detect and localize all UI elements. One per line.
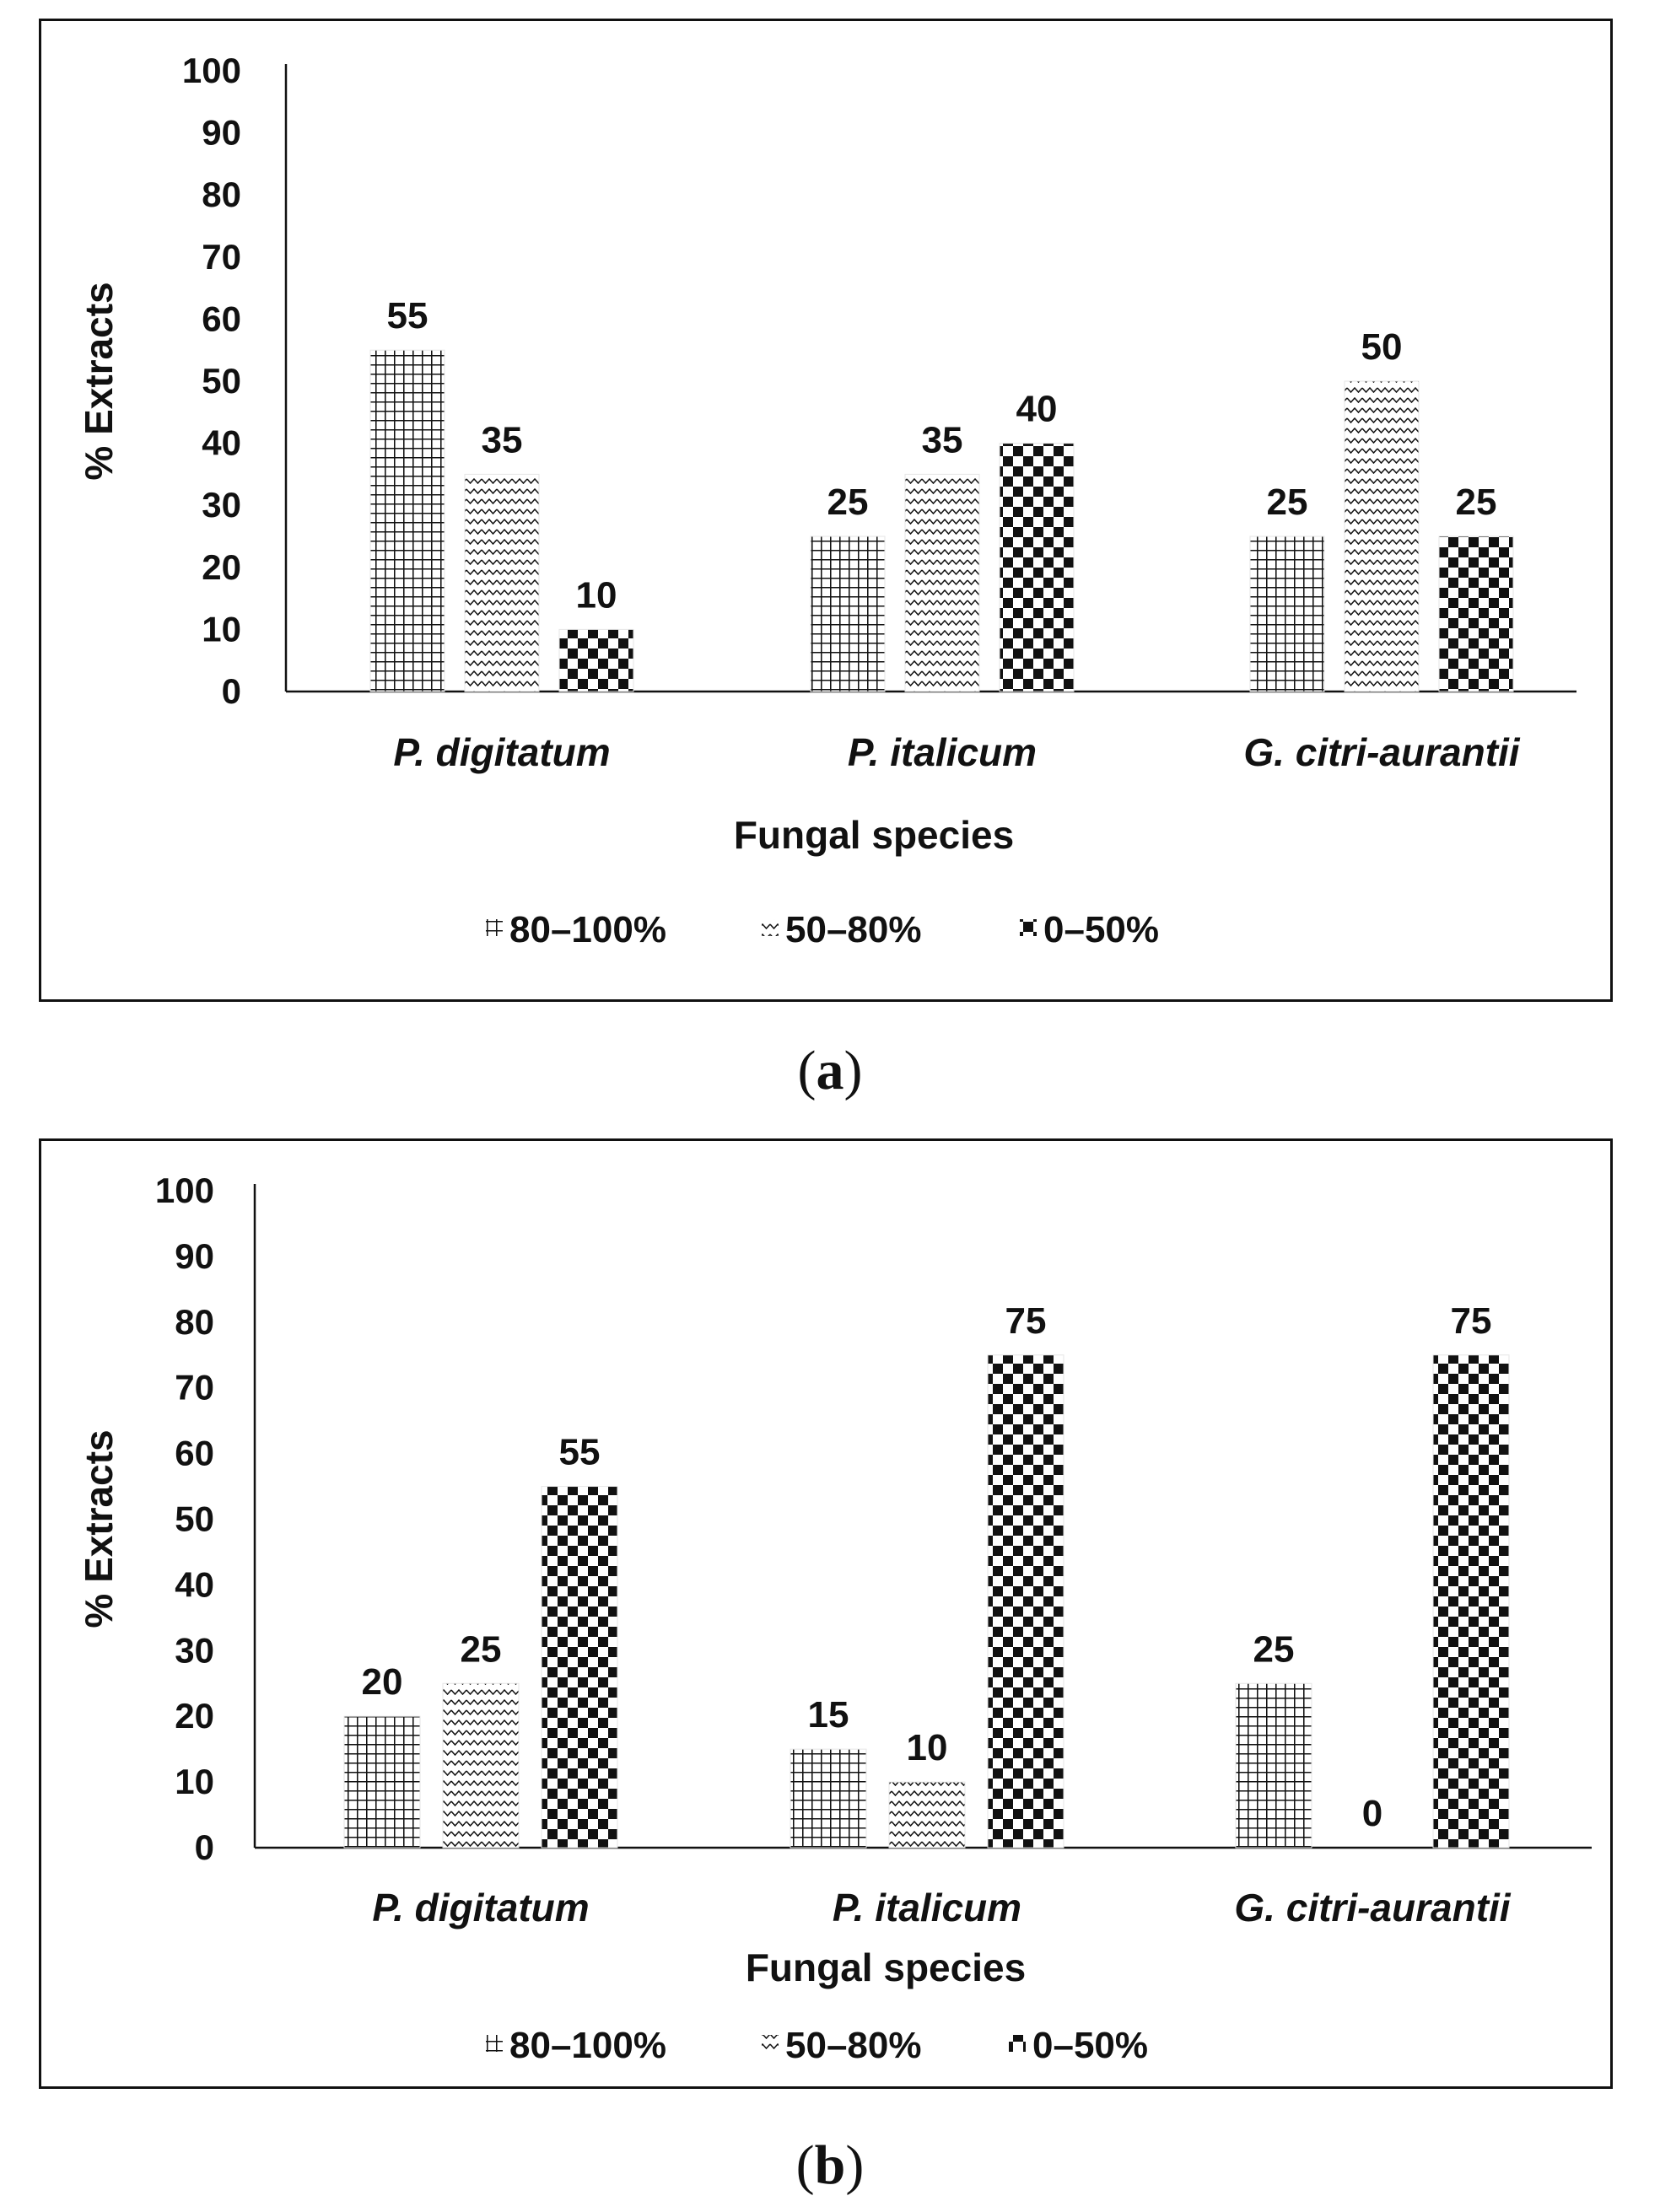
y-tick-label: 100	[155, 1171, 214, 1210]
bar	[999, 443, 1075, 692]
y-tick-label: 30	[175, 1630, 214, 1670]
legend-swatch	[1009, 2035, 1026, 2052]
legend-label: 0–50%	[1043, 909, 1159, 950]
bar-value-label: 25	[1267, 482, 1308, 523]
x-category-label: P. italicum	[833, 1886, 1021, 1929]
y-tick-label: 60	[202, 299, 241, 338]
bar-value-label: 25	[1253, 1628, 1295, 1670]
y-tick-label: 10	[202, 609, 241, 649]
bar	[1235, 1682, 1312, 1849]
chart-panel-a: 0 10 20 30 40 50 60 70 80 90 100 % Extracts 55 35 10 P.…	[39, 19, 1613, 1002]
bar-value-label: 15	[808, 1694, 849, 1736]
x-category-label: G. citri-aurantii	[1234, 1886, 1511, 1929]
bar	[442, 1682, 520, 1849]
bar-value-label: 10	[907, 1727, 948, 1768]
bar	[888, 1781, 966, 1849]
bar-chart-a: 0 10 20 30 40 50 60 70 80 90 100 % Extracts 55 35 10 P.…	[77, 51, 1576, 950]
panel-caption-b: (b)	[795, 2134, 865, 2196]
x-category-label: P. italicum	[848, 730, 1037, 774]
bar-value-label: 10	[576, 574, 617, 616]
x-category-label: P. digitatum	[393, 730, 610, 774]
bar	[369, 349, 445, 692]
y-tick-label: 60	[175, 1434, 214, 1473]
bar	[1438, 536, 1514, 692]
bar-value-label: 35	[482, 419, 523, 460]
bar	[541, 1486, 618, 1849]
bar	[790, 1748, 867, 1849]
bar	[1344, 380, 1420, 692]
y-tick-label: 100	[182, 51, 241, 90]
bar	[1432, 1354, 1510, 1849]
bar	[987, 1354, 1064, 1849]
bar	[1249, 536, 1325, 692]
legend-label: 80–100%	[509, 909, 666, 950]
y-tick-label: 90	[175, 1236, 214, 1276]
x-category-label: P. digitatum	[372, 1886, 589, 1929]
legend-label: 0–50%	[1032, 2025, 1148, 2066]
y-tick-label: 50	[175, 1499, 214, 1539]
bar-value-label: 75	[1451, 1300, 1492, 1342]
bar-value-label: 25	[1456, 482, 1497, 523]
y-axis-label: % Extracts	[77, 282, 121, 480]
bar-value-label: 75	[1005, 1300, 1047, 1342]
bar-value-label: 20	[362, 1661, 403, 1703]
y-tick-label: 40	[175, 1564, 214, 1604]
legend-swatch	[762, 919, 779, 936]
bar-value-label: 50	[1361, 326, 1403, 368]
y-axis-label: % Extracts	[77, 1429, 121, 1628]
legend-swatch	[486, 919, 503, 936]
bar-value-label: 25	[461, 1628, 502, 1670]
legend-label: 50–80%	[785, 2025, 921, 2066]
y-tick-label: 20	[175, 1696, 214, 1736]
y-tick-label: 80	[175, 1302, 214, 1342]
legend-label: 80–100%	[509, 2025, 666, 2066]
y-tick-label: 90	[202, 113, 241, 153]
bar-value-label: 0	[1362, 1793, 1382, 1834]
y-tick-label: 70	[202, 237, 241, 277]
chart-panel-b: 0 10 20 30 40 50 60 70 80 90 100% Extracts 20 25 55 P.…	[39, 1138, 1613, 2089]
y-tick-label: 30	[202, 485, 241, 525]
y-tick-label: 50	[202, 361, 241, 401]
panel-caption-a: (a)	[797, 1040, 863, 1101]
bar-value-label: 25	[827, 482, 869, 523]
y-tick-label: 70	[175, 1368, 214, 1407]
bar	[904, 473, 980, 692]
x-axis-label: Fungal species	[746, 1946, 1026, 1989]
bar-value-label: 40	[1016, 389, 1058, 430]
y-tick-label: 10	[175, 1762, 214, 1801]
legend-label: 50–80%	[785, 909, 921, 950]
legend-swatch	[1020, 919, 1037, 936]
bar	[343, 1715, 421, 1849]
legend-swatch	[486, 2035, 503, 2052]
bar	[558, 628, 634, 692]
y-tick-label: 80	[202, 175, 241, 214]
bar-value-label: 55	[559, 1432, 601, 1473]
bar-value-label: 55	[387, 295, 428, 336]
legend-swatch	[762, 2035, 779, 2052]
bar	[464, 473, 540, 692]
x-category-label: G. citri-aurantii	[1243, 730, 1520, 774]
y-tick-label: 20	[202, 547, 241, 587]
bar	[810, 536, 886, 692]
y-tick-label: 40	[202, 423, 241, 463]
panel-caption-a-letter: a	[816, 1040, 844, 1101]
y-tick-label: 0	[195, 1827, 214, 1867]
x-axis-label: Fungal species	[734, 813, 1014, 857]
bar-value-label: 35	[922, 419, 963, 460]
y-tick-label: 0	[222, 671, 241, 711]
panel-caption-b-letter: b	[814, 2134, 846, 2196]
